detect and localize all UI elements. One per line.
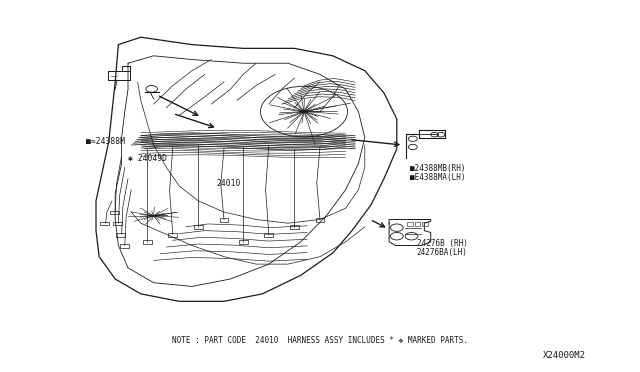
Bar: [239, 240, 248, 244]
Bar: [110, 211, 119, 214]
Bar: [264, 233, 273, 237]
Text: ■E4388MA(LH): ■E4388MA(LH): [410, 173, 466, 182]
Bar: [220, 218, 228, 222]
Text: ■≈24388M: ■≈24388M: [86, 137, 125, 146]
Bar: [422, 222, 428, 226]
Bar: [415, 222, 420, 226]
Text: X24000M2: X24000M2: [543, 351, 586, 360]
Text: ■24388MB(RH): ■24388MB(RH): [410, 164, 466, 173]
Text: 24010: 24010: [216, 179, 241, 188]
Bar: [120, 244, 129, 248]
Bar: [316, 218, 324, 222]
Bar: [407, 222, 413, 226]
Bar: [290, 225, 299, 229]
Bar: [116, 233, 125, 237]
Bar: [143, 240, 152, 244]
Text: 24276B (RH): 24276B (RH): [417, 239, 467, 248]
Bar: [168, 233, 177, 237]
Text: ✱ 24049D: ✱ 24049D: [128, 154, 167, 163]
Bar: [100, 222, 109, 225]
Bar: [113, 222, 122, 225]
Bar: [194, 225, 203, 229]
Text: NOTE : PART CODE  24010  HARNESS ASSY INCLUDES * ❖ MARKED PARTS.: NOTE : PART CODE 24010 HARNESS ASSY INCL…: [172, 336, 468, 345]
Text: 24276BA(LH): 24276BA(LH): [417, 248, 467, 257]
